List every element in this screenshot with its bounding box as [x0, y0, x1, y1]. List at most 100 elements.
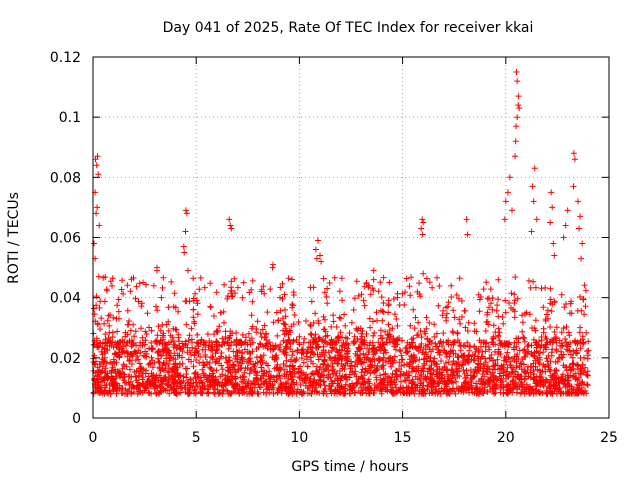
data-point: [527, 383, 534, 390]
data-point: [221, 281, 228, 288]
data-point: [453, 368, 460, 375]
data-point: [110, 388, 116, 395]
data-point: [333, 324, 340, 330]
data-point: [484, 295, 491, 302]
data-point: [527, 374, 534, 381]
data-point: [308, 370, 315, 377]
data-point: [574, 361, 581, 368]
data-point: [213, 358, 220, 365]
data-point: [247, 350, 254, 357]
data-point: [280, 337, 287, 344]
data-point: [506, 300, 513, 306]
data-point: [512, 153, 519, 160]
data-point: [360, 297, 367, 304]
data-point: [320, 372, 327, 379]
data-point: [530, 198, 537, 205]
data-point: [519, 328, 526, 335]
data-point: [191, 386, 198, 393]
data-point: [137, 339, 144, 346]
data-point: [491, 381, 498, 388]
data-point: [201, 385, 208, 392]
data-point: [183, 210, 190, 217]
data-point: [95, 171, 102, 178]
data-point: [188, 325, 195, 332]
data-point: [197, 274, 204, 281]
data-point: [183, 321, 190, 328]
data-point: [198, 389, 205, 396]
data-point: [123, 390, 130, 397]
data-point: [427, 337, 434, 344]
data-point: [426, 390, 433, 397]
data-point: [515, 339, 522, 346]
data-point: [532, 387, 539, 394]
data-point: [289, 302, 296, 309]
data-point: [157, 327, 164, 334]
data-point: [210, 367, 217, 374]
data-point: [531, 165, 538, 172]
data-point: [128, 276, 135, 283]
data-point: [315, 344, 322, 351]
data-point: [274, 389, 281, 396]
data-point: [145, 389, 152, 396]
data-point: [297, 381, 304, 388]
data-point: [488, 339, 495, 346]
data-point: [272, 353, 279, 360]
data-point: [515, 102, 522, 109]
data-point: [217, 389, 224, 396]
data-point: [171, 350, 178, 357]
data-point: [358, 339, 365, 346]
data-point: [568, 351, 574, 358]
data-point: [217, 309, 224, 316]
data-point: [296, 333, 303, 340]
data-point: [270, 319, 277, 326]
data-point: [185, 337, 192, 344]
data-point: [361, 302, 368, 309]
data-point: [346, 330, 353, 337]
x-tick-label: 15: [394, 430, 412, 446]
data-point: [106, 337, 113, 344]
data-point: [380, 366, 387, 372]
data-point: [165, 339, 172, 346]
data-point: [447, 348, 454, 355]
data-point: [318, 258, 325, 265]
data-point: [412, 373, 419, 380]
data-point: [94, 386, 101, 393]
data-point: [195, 375, 202, 381]
data-point: [208, 339, 215, 346]
data-point: [271, 378, 278, 385]
data-point: [377, 372, 384, 379]
data-point: [133, 283, 140, 290]
data-point: [247, 366, 254, 373]
data-point: [216, 342, 223, 349]
data-point: [443, 353, 450, 360]
data-point: [521, 369, 528, 376]
data-point: [423, 275, 430, 282]
data-point: [343, 374, 350, 381]
data-point: [505, 373, 512, 380]
data-point: [282, 306, 288, 313]
data-point: [493, 377, 500, 384]
data-point: [544, 307, 551, 314]
data-point: [329, 360, 336, 367]
data-point: [165, 327, 172, 334]
data-point: [404, 348, 411, 355]
data-point: [285, 386, 292, 393]
data-point: [468, 384, 475, 391]
data-point: [366, 367, 372, 374]
data-point: [127, 366, 133, 373]
data-point: [480, 286, 487, 293]
data-point: [185, 379, 192, 386]
data-point: [353, 379, 360, 386]
data-point: [439, 312, 446, 319]
data-point: [479, 380, 486, 387]
data-point: [129, 339, 136, 346]
data-point: [456, 365, 462, 372]
data-point: [411, 382, 418, 389]
data-point: [434, 366, 441, 373]
data-point: [284, 379, 291, 386]
data-point: [440, 330, 447, 337]
data-point: [201, 372, 208, 379]
data-point: [233, 329, 240, 336]
data-point: [119, 365, 126, 372]
data-point: [186, 390, 193, 397]
